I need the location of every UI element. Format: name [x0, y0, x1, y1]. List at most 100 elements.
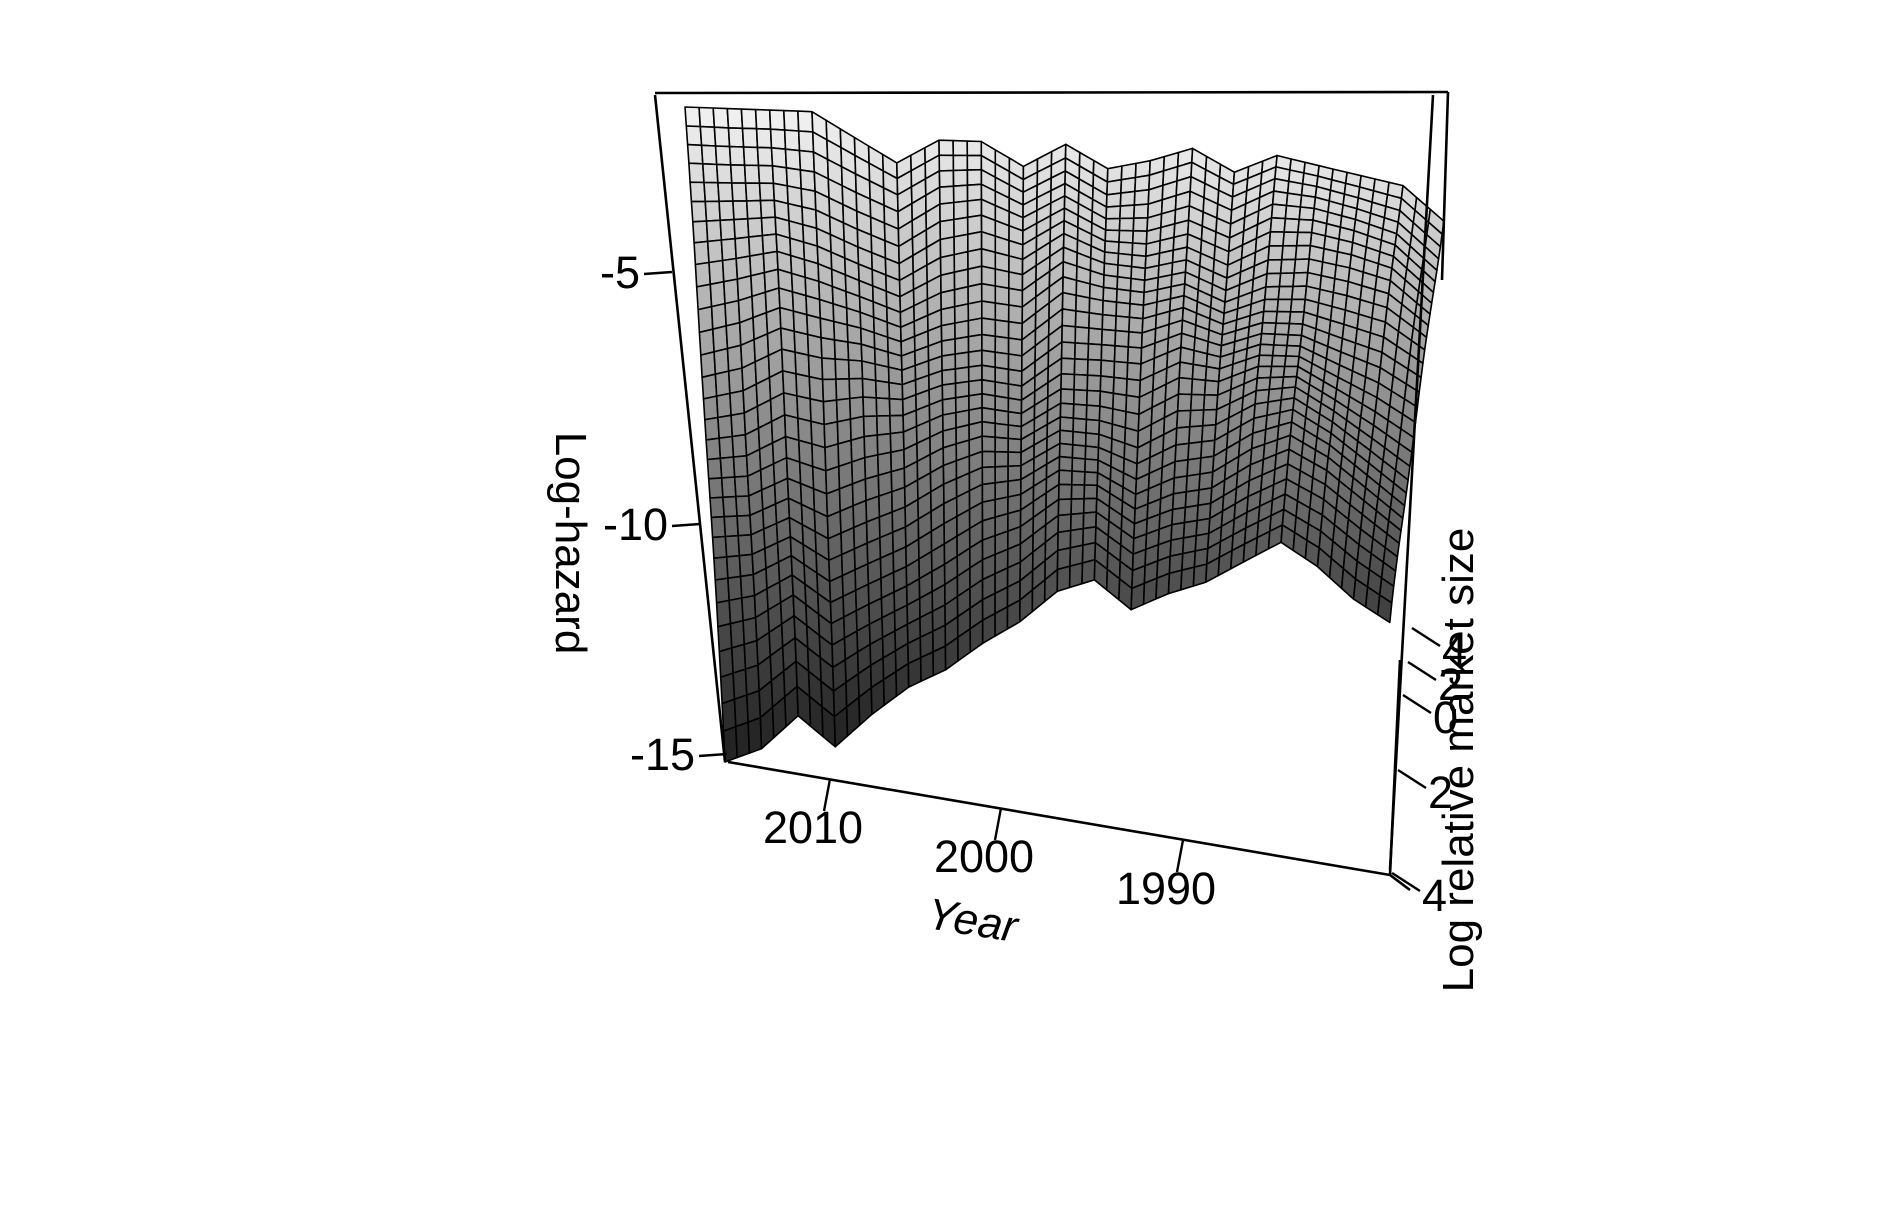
- surface-facet: [862, 396, 878, 418]
- surface-facet: [730, 182, 748, 202]
- surface-facet: [1126, 346, 1143, 365]
- surface-facet: [847, 341, 863, 362]
- surface-facet: [1100, 359, 1116, 379]
- surface-facet: [1112, 376, 1128, 397]
- surface-facet: [782, 392, 799, 419]
- surface-facet: [954, 351, 970, 370]
- surface-facet: [1298, 206, 1315, 221]
- surface-facet: [1129, 289, 1145, 307]
- surface-facet: [1258, 343, 1275, 357]
- surface-facet: [1264, 285, 1281, 301]
- surface-facet: [1070, 483, 1086, 500]
- surface-facet: [1289, 298, 1306, 313]
- surface-facet: [1283, 355, 1300, 368]
- surface-facet: [1114, 315, 1131, 333]
- surface-facet: [889, 414, 905, 435]
- surface-facet: [727, 127, 745, 148]
- surface-facet: [1088, 297, 1104, 316]
- surface-facet: [1070, 497, 1085, 516]
- surface-facet: [730, 412, 747, 438]
- surface-facet: [728, 597, 744, 625]
- x-axis-label: Year: [924, 889, 1023, 952]
- surface-facet: [1127, 330, 1143, 349]
- surface-facet: [713, 556, 729, 581]
- surface-facet: [1376, 594, 1393, 624]
- surface-facet: [722, 495, 738, 518]
- surface-facet: [726, 344, 743, 372]
- surface-facet: [685, 125, 703, 147]
- surface-facet: [768, 109, 786, 131]
- surface-facet: [821, 357, 837, 381]
- surface-facet: [739, 573, 756, 599]
- surface-facet: [1271, 190, 1289, 207]
- surface-facet: [708, 259, 725, 286]
- surface-facet: [952, 184, 969, 204]
- surface-facet: [1128, 316, 1144, 334]
- surface-facet: [1283, 217, 1300, 234]
- surface-facet: [1189, 393, 1206, 412]
- surface-facet: [770, 147, 788, 169]
- surface-facet: [697, 305, 714, 334]
- surface-facet: [1068, 562, 1084, 589]
- surface-facet: [1201, 423, 1217, 443]
- surface-facet: [1297, 218, 1314, 234]
- surface-facet: [1072, 430, 1087, 447]
- surface-facet: [1087, 327, 1103, 346]
- surface-facet: [718, 200, 735, 222]
- surface-facet: [690, 200, 708, 223]
- surface-facet: [1131, 230, 1148, 245]
- surface-facet: [691, 220, 709, 244]
- surface-facet: [1082, 497, 1098, 515]
- surface-facet: [734, 721, 751, 759]
- surface-facet: [793, 330, 810, 357]
- surface-facet: [1189, 409, 1205, 428]
- surface-facet: [1204, 365, 1221, 383]
- surface-facet: [706, 239, 724, 264]
- surface-facet: [732, 668, 748, 701]
- y-tick-label: 2: [1428, 767, 1453, 818]
- surface-facet: [1086, 358, 1103, 377]
- surface-facet: [780, 348, 797, 375]
- surface-facet: [1132, 217, 1149, 232]
- surface-facet: [1270, 203, 1288, 220]
- surface-facet: [1277, 285, 1294, 301]
- surface-facet: [746, 217, 764, 238]
- surface-facet: [1271, 344, 1288, 357]
- surface-facet: [1069, 512, 1085, 532]
- surface-facet: [1100, 328, 1117, 347]
- surface-facet: [730, 643, 747, 674]
- surface-facet: [1081, 558, 1096, 585]
- surface-facet: [701, 373, 718, 400]
- surface-facet: [1203, 379, 1220, 397]
- surface-facet: [1133, 189, 1150, 206]
- surface-facet: [1276, 298, 1293, 313]
- surface-facet: [1061, 291, 1077, 312]
- surface-facet: [702, 395, 719, 421]
- surface-facet: [980, 300, 997, 321]
- surface-facet: [966, 183, 983, 202]
- z-tick: [698, 752, 728, 758]
- surface-facet: [1101, 299, 1118, 317]
- surface-facet: [1287, 322, 1304, 337]
- surface-facet: [994, 319, 1010, 339]
- z-tick-label: -10: [603, 499, 668, 550]
- surface-facet: [967, 364, 983, 383]
- surface-facet: [848, 377, 864, 400]
- surface-facet: [861, 360, 877, 382]
- surface-facet: [834, 358, 851, 381]
- surface-facet: [1142, 577, 1158, 606]
- surface-facet: [1073, 388, 1088, 407]
- surface-facet: [1119, 190, 1136, 207]
- surface-facet: [1176, 409, 1192, 429]
- surface-facet: [819, 317, 836, 341]
- surface-facet: [782, 109, 800, 132]
- surface-facet: [1060, 357, 1076, 376]
- surface-facet: [759, 199, 777, 219]
- surface-facet: [1173, 458, 1189, 479]
- surface-facet: [863, 434, 879, 459]
- surface-facet: [1115, 288, 1132, 305]
- surface-facet: [966, 168, 983, 186]
- surface-facet: [1060, 372, 1076, 391]
- surface-facet: [1180, 566, 1196, 591]
- surface-facet: [940, 322, 956, 342]
